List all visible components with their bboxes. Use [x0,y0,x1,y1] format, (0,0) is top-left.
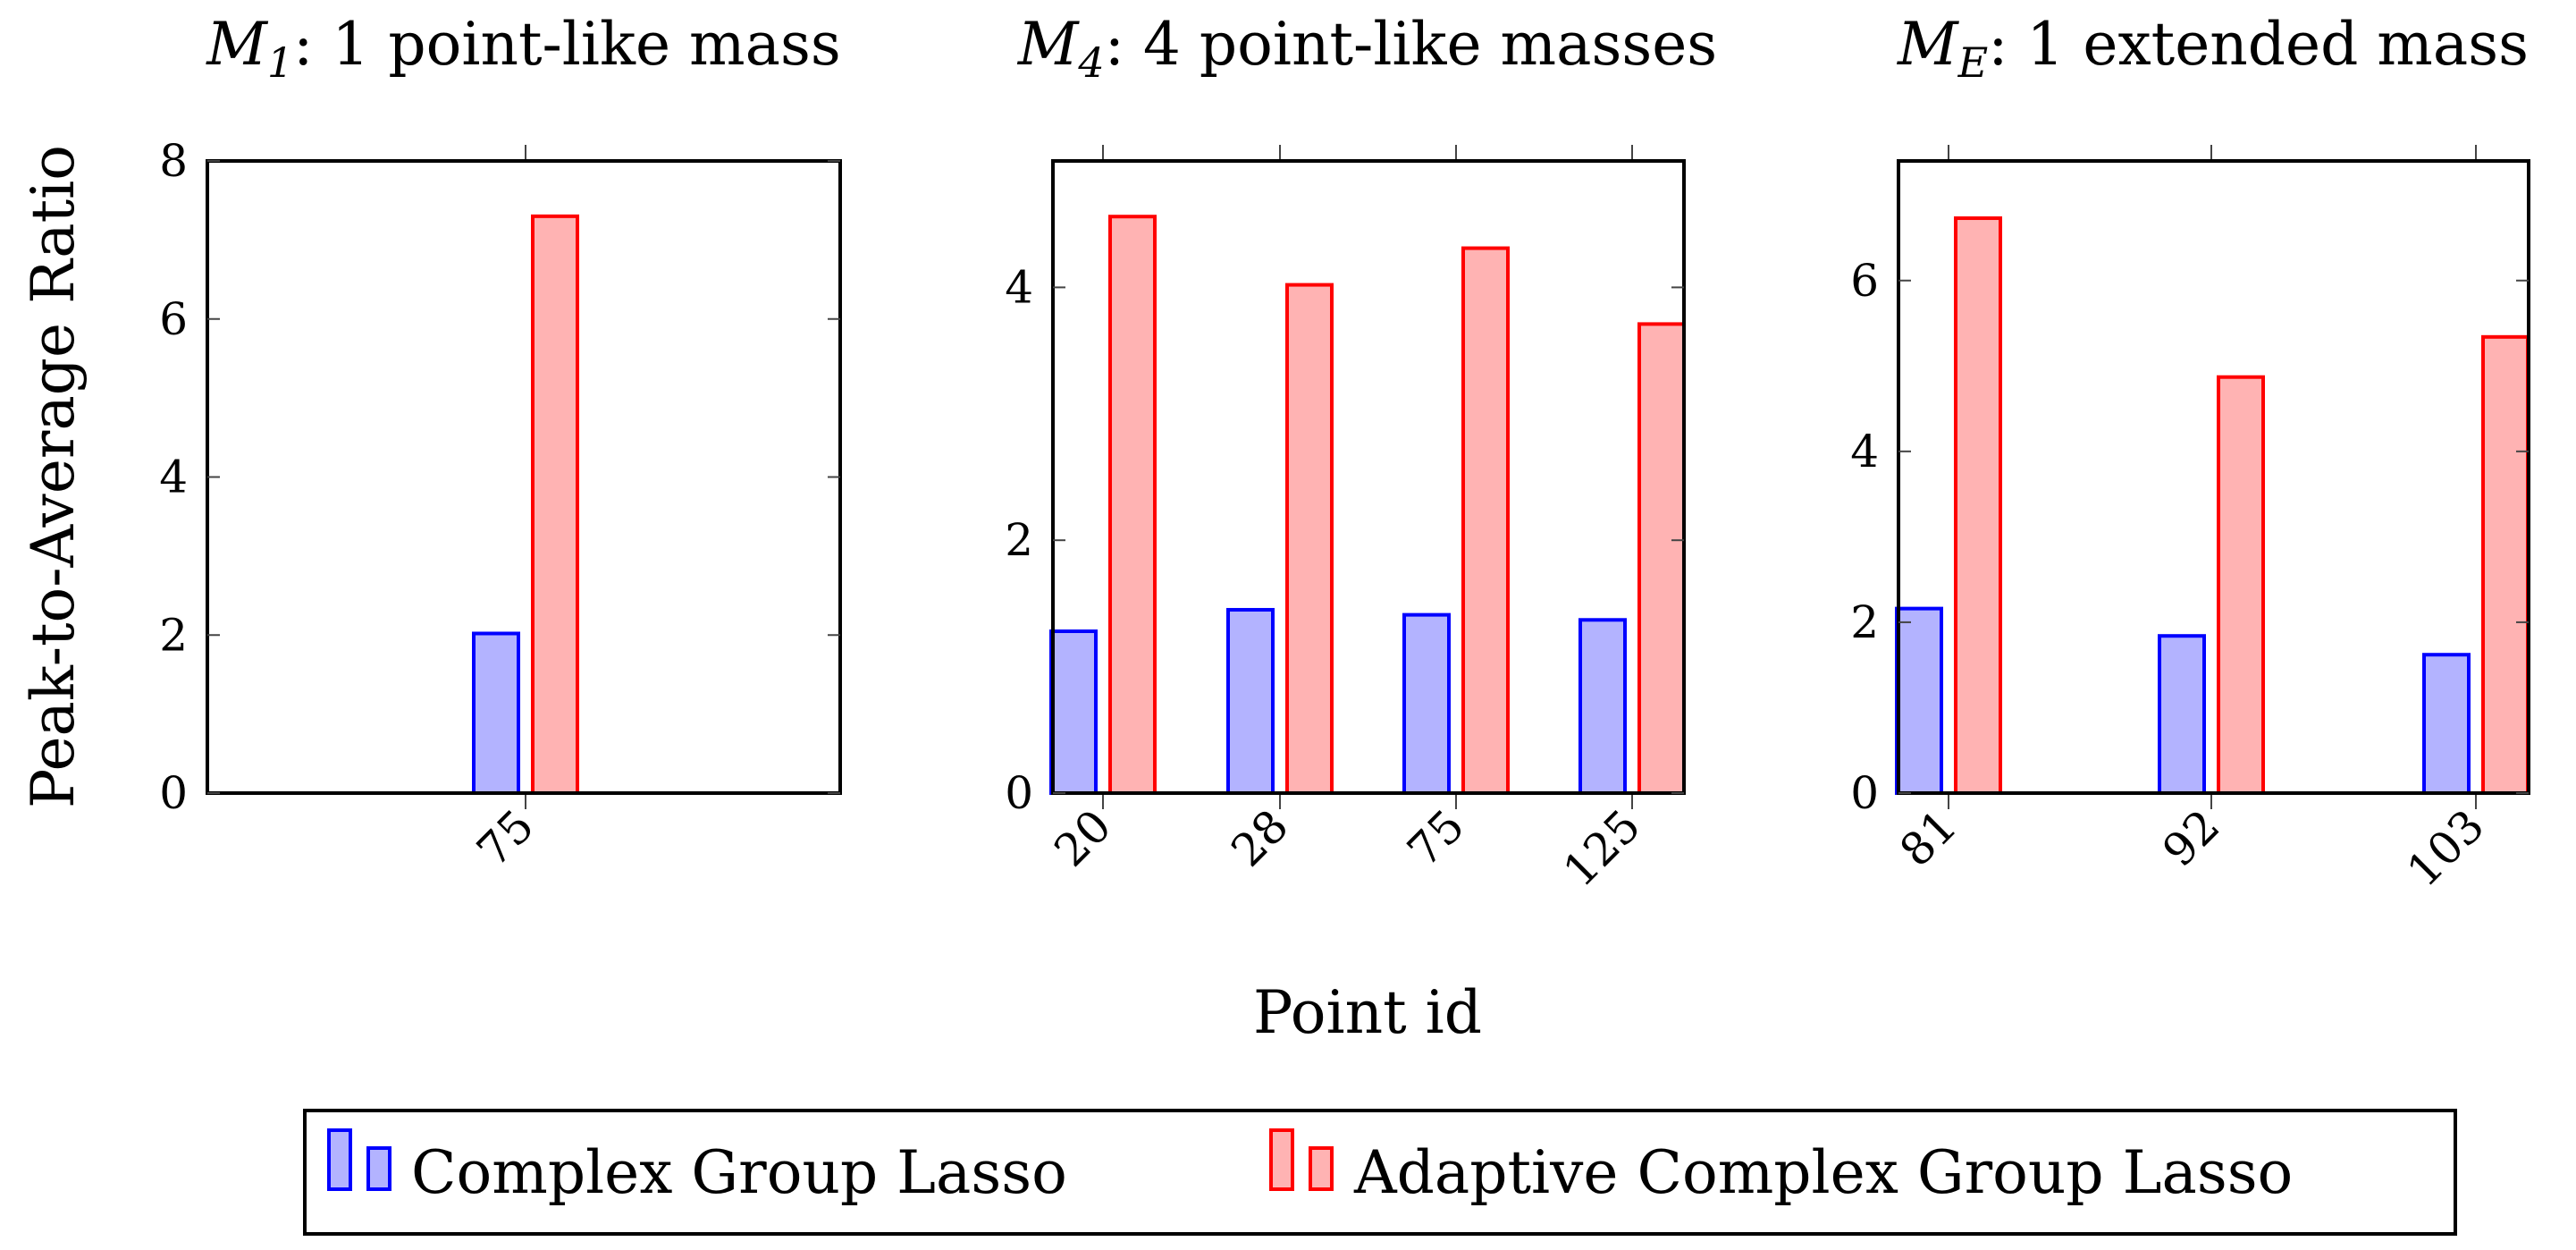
title-subscript: 4 [1077,38,1104,87]
bar-adaptive-complex-group-lasso-125 [1637,322,1686,795]
x-tick-label: 75 [1397,799,1474,876]
bar-complex-group-lasso-92 [2158,634,2206,795]
x-tick-label: 20 [1044,799,1121,876]
bar-complex-group-lasso-125 [1578,618,1627,795]
axes-frame [1897,159,2530,795]
bar-complex-group-lasso-28 [1226,607,1275,795]
y-tick-label: 4 [1005,261,1033,313]
legend-bar [327,1128,352,1191]
y-tick-label: 0 [1005,767,1033,819]
y-axis-label: Peak-to-Average Ratio [19,145,88,808]
x-tick-label: 103 [2397,799,2494,896]
bar-adaptive-complex-group-lasso-20 [1108,215,1157,795]
legend-label: Complex Group Lasso [411,1138,1067,1207]
bar-complex-group-lasso-75 [472,631,520,795]
y-tick-label: 2 [1850,596,1879,648]
bar-complex-group-lasso-20 [1049,629,1098,795]
legend-bar [1309,1146,1334,1191]
title-text: : 1 point-like mass [293,10,841,79]
x-axis-label: Point id [1253,978,1482,1047]
bar-adaptive-complex-group-lasso-75 [531,214,579,796]
y-tick-label: 6 [1850,255,1879,307]
axes-frame [206,159,842,795]
legend-swatch-1 [327,1128,391,1191]
y-tick-label: 4 [159,452,188,503]
x-tick-label: 28 [1221,799,1298,876]
bar-adaptive-complex-group-lasso-103 [2481,334,2530,795]
axes-frame [1051,159,1686,795]
bar-complex-group-lasso-103 [2422,653,2471,795]
legend-bar [366,1146,391,1191]
bar-adaptive-complex-group-lasso-28 [1285,283,1334,795]
y-tick-label: 2 [1005,514,1033,566]
bar-complex-group-lasso-75 [1402,612,1451,795]
chart-panel-3: ME: 1 extended mass 0 2 4 6 81 92 103 [1850,10,2530,897]
legend-label: Adaptive Complex Group Lasso [1353,1138,2293,1207]
title-text: : 1 extended mass [1988,10,2529,79]
legend-swatch-2 [1269,1128,1334,1191]
legend: Complex Group Lasso Adaptive Complex Grou… [303,1109,2457,1236]
title-text: : 4 point-like masses [1105,10,1717,79]
y-tick-label: 0 [159,767,188,819]
chart-panel-1: M1: 1 point-like mass 0 2 4 6 8 75 Peak-to-Aver… [19,10,842,876]
title-variable: M [1897,10,1959,79]
y-tick-label: 6 [159,293,188,345]
x-tick-label: 81 [1890,799,1966,876]
title-subscript: E [1957,38,1989,87]
title-variable: M [1017,10,1080,79]
y-tick-label: 4 [1850,426,1879,477]
bar-adaptive-complex-group-lasso-92 [2217,375,2265,795]
y-tick-label: 8 [159,135,188,187]
panel-title: ME: 1 extended mass [1897,10,2529,87]
title-subscript: 1 [267,38,293,87]
panel-title: M1: 1 point-like mass [206,10,840,87]
panel-title: M4: 4 point-like masses [1017,10,1717,87]
bar-adaptive-complex-group-lasso-75 [1461,246,1510,796]
legend-bar [1269,1128,1294,1191]
legend-box [303,1109,2457,1236]
title-variable: M [206,10,268,79]
y-tick-label: 2 [159,609,188,661]
bar-adaptive-complex-group-lasso-81 [1954,216,2002,796]
x-tick-label: 92 [2152,799,2229,876]
x-tick-label: 75 [467,799,543,876]
x-tick-label: 125 [1553,799,1650,896]
bar-complex-group-lasso-81 [1895,606,1943,796]
y-tick-label: 0 [1850,767,1879,819]
